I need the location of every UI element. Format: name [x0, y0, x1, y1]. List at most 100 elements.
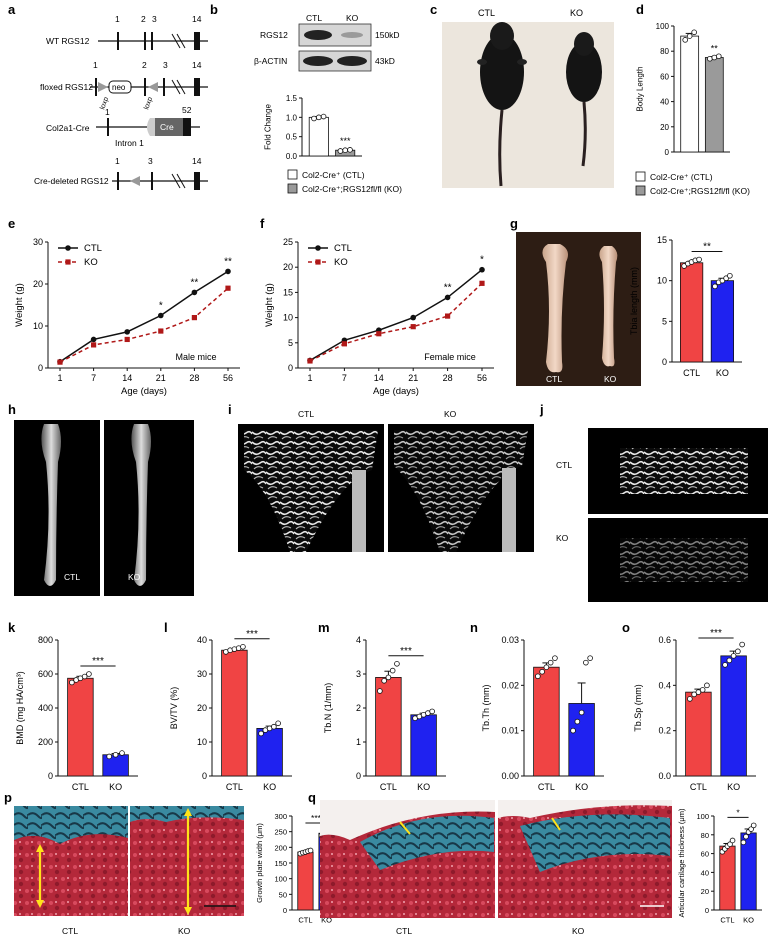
panel-letter-c: c: [430, 2, 437, 17]
band-size: 43kD: [375, 56, 395, 66]
data-point: [587, 655, 593, 661]
panel-letter-n: n: [470, 620, 478, 635]
x-tick-label: CTL: [690, 782, 707, 792]
y-axis-label: Weight (g): [14, 283, 25, 327]
y-tick-label: 50: [279, 890, 287, 899]
x-tick-label: 7: [91, 373, 96, 383]
y-tick-label: 100: [696, 812, 709, 821]
y-axis-label: Growth plate width (μm): [255, 823, 264, 903]
data-point: [271, 723, 277, 730]
bar-ctl: [719, 845, 736, 911]
exon-num: 1: [115, 14, 120, 24]
x-tick-label: CTL: [538, 782, 555, 792]
y-tick-label: 10: [33, 321, 43, 331]
x-tick-label: CTL: [226, 782, 243, 792]
legend-ctl: Col2-Cre⁺ (CTL): [650, 172, 713, 182]
y-axis-label: Tb.Sp (mm): [633, 684, 643, 732]
panel-i-microct: CTL KO: [238, 409, 534, 552]
panel-a-schematic: WT RGS12 1 2 3 14 floxed RGS12 neo 1 2 3…: [34, 14, 208, 190]
legend-label: CTL: [334, 243, 352, 254]
data-point: [337, 148, 344, 154]
x-tick-label: 28: [443, 373, 453, 383]
exon-num: 1: [115, 156, 120, 166]
x-tick-label: 28: [189, 373, 199, 383]
series-point-ctl: [444, 294, 451, 301]
series-point-ko: [341, 341, 347, 347]
bar-ctl: [67, 677, 94, 777]
legend-label: CTL: [84, 243, 102, 254]
band-label: RGS12: [260, 30, 288, 40]
data-point: [691, 29, 697, 36]
y-tick-label: 60: [701, 850, 709, 859]
panel-b-blot: CTL KO RGS12 β-ACTIN 150kD 43kD: [254, 13, 400, 72]
y-axis-label: Weight (g): [264, 283, 275, 327]
data-point: [539, 668, 545, 675]
y-tick-label: 10: [283, 313, 293, 323]
panel-letter-p: p: [4, 790, 12, 805]
x-tick-label: CTL: [298, 916, 312, 925]
x-tick-label: KO: [743, 916, 754, 925]
exon-num: 2: [141, 14, 146, 24]
exon-num: 2: [142, 60, 147, 70]
data-point: [389, 667, 396, 674]
y-tick-label: 15: [283, 287, 293, 297]
y-tick-label: 600: [38, 669, 53, 679]
bar-ctl: [533, 666, 560, 777]
y-tick-label: 80: [660, 47, 669, 56]
bar-ctl: [375, 677, 402, 777]
series-point-ko: [124, 336, 130, 343]
image-label-ko: KO: [444, 409, 457, 419]
data-point: [429, 708, 435, 715]
series-point-ctl: [479, 266, 485, 273]
y-tick-label: 20: [701, 887, 709, 896]
y-tick-label: 10: [197, 737, 207, 747]
y-tick-label: 20: [197, 703, 207, 713]
significance-label: **: [703, 242, 711, 253]
data-point: [311, 115, 317, 122]
intron-label: Intron 1: [115, 138, 144, 148]
exon-num: 52: [182, 105, 192, 115]
y-tick-label: 0: [665, 148, 670, 157]
y-tick-label: 0.00: [501, 771, 519, 781]
y-tick-label: 0: [283, 906, 287, 915]
photo-label-ko: KO: [570, 8, 583, 18]
data-point: [570, 727, 576, 734]
data-point: [712, 283, 718, 290]
data-point: [307, 847, 314, 854]
data-point: [574, 718, 581, 725]
chart-note: Male mice: [175, 352, 216, 362]
y-axis-label: Tb.Th (mm): [481, 685, 491, 732]
data-point: [119, 750, 125, 756]
data-point: [687, 696, 693, 702]
exon-num: 1: [93, 60, 98, 70]
photo-label-ctl: CTL: [546, 374, 562, 384]
legend-marker: [315, 259, 321, 265]
data-point: [730, 653, 737, 659]
data-point: [385, 674, 392, 681]
y-tick-label: 300: [274, 812, 287, 821]
panel-d-chart: 0 20 40 60 80 100 Body Length **: [635, 22, 730, 157]
image-label-ko: KO: [128, 572, 141, 582]
x-tick-label: 14: [374, 373, 384, 383]
image-label-ctl: CTL: [64, 572, 80, 582]
x-tick-label: 56: [477, 373, 487, 383]
label-col2a1-cre: Col2a1-Cre: [46, 123, 90, 133]
legend-ctl: Col2-Cre⁺ (CTL): [302, 170, 365, 180]
bar-ctl: [685, 691, 712, 777]
panel-p-histology: CTL KO: [14, 806, 244, 936]
bar-ko: [710, 280, 735, 363]
data-point: [315, 114, 322, 121]
data-point: [682, 37, 688, 43]
y-tick-label: 60: [660, 72, 669, 81]
y-tick-label: 1.0: [286, 113, 298, 122]
y-tick-label: 0.6: [658, 635, 671, 645]
data-point: [547, 659, 554, 666]
panel-letter-i: i: [228, 402, 232, 417]
x-tick-label: CTL: [683, 368, 700, 378]
panel-letter-e: e: [8, 216, 15, 231]
label-floxed-rgs12: floxed RGS12: [40, 82, 93, 92]
data-point: [727, 841, 733, 847]
data-point: [726, 657, 733, 664]
legend-ko: Col2-Cre⁺;RGS12fl/fl (KO): [650, 186, 750, 196]
y-tick-label: 0: [38, 363, 43, 373]
